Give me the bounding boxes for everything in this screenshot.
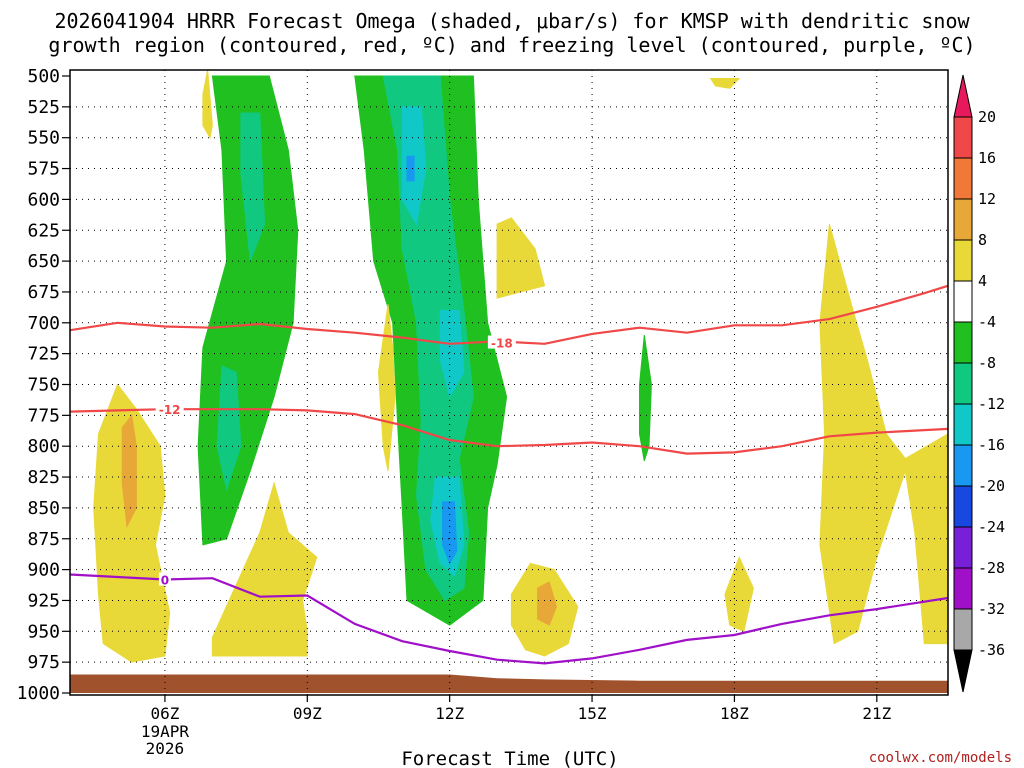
y-tick-label: 550 [27, 128, 60, 149]
omega-pos4-region-20z [819, 223, 948, 645]
colorbar-label: 12 [978, 190, 996, 208]
y-tick-label: 1000 [17, 683, 60, 704]
omega-neg8-band-lower [216, 365, 242, 492]
colorbar-segment [953, 198, 973, 241]
y-tick-label: 600 [27, 189, 60, 210]
y-tick-label: 875 [27, 529, 60, 550]
omega-pos4-blob-18z [724, 556, 754, 633]
omega-neg4-band-16z [639, 335, 652, 462]
x-tick-label: 15Z [578, 704, 607, 723]
colorbar-segment [953, 403, 973, 446]
y-tick-label: 900 [27, 560, 60, 581]
y-tick-label: 800 [27, 436, 60, 457]
x-tick-label: 18Z [720, 704, 749, 723]
y-tick-label: 650 [27, 251, 60, 272]
colorbar-top-triangle [953, 74, 973, 118]
freezing-level-0c-line-label: 0 [161, 573, 169, 587]
colorbar-label: 20 [978, 108, 996, 126]
omega-pos4-blob-10z [377, 304, 396, 471]
contour-label-layer: -18 -12 0 [155, 335, 516, 587]
freezing-level-0c-line [70, 573, 948, 665]
dgz-neg12-line-label: -12 [159, 403, 181, 417]
plot-area [70, 70, 948, 695]
omega-neg16-core-upper [406, 155, 415, 182]
colorbar-segment [953, 485, 973, 528]
colorbar-segment [953, 526, 973, 569]
terrain-fill [70, 674, 948, 693]
y-tick-label: 750 [27, 375, 60, 396]
colorbar-label: 4 [978, 272, 987, 290]
colorbar-segment [953, 444, 973, 487]
terrain-layer [70, 674, 948, 693]
colorbar-label: 8 [978, 231, 987, 249]
colorbar-segment [953, 116, 973, 159]
colorbar-label: -4 [978, 313, 996, 331]
dgz-neg18-line-label: -18 [491, 337, 513, 351]
y-tick-label: 950 [27, 621, 60, 642]
colorbar-segment [953, 321, 973, 364]
colorbar-segment [953, 157, 973, 200]
y-tick-label: 625 [27, 220, 60, 241]
omega-shading-layer [93, 70, 948, 663]
colorbar-label: -36 [978, 641, 1005, 659]
x-tick-label: 06Z [150, 704, 179, 723]
colorbar-label: -24 [978, 518, 1005, 536]
x-axis-title: Forecast Time (UTC) [401, 748, 618, 768]
y-tick-label: 775 [27, 405, 60, 426]
omega-pos8-blob-14z [537, 581, 558, 626]
x-tick-label: 12Z [435, 704, 464, 723]
dgz-neg18-line-label-bg [487, 335, 516, 349]
omega-neg8-band-upper [240, 112, 266, 262]
colorbar-label: -32 [978, 600, 1005, 618]
y-tick-label: 675 [27, 282, 60, 303]
y-tick-label: 725 [27, 344, 60, 365]
x-tick-year: 2026 [146, 739, 185, 758]
contour-layer [70, 284, 948, 665]
y-tick-label: 525 [27, 97, 60, 118]
omega-neg8-band-main [382, 75, 474, 602]
y-tick-label: 500 [27, 66, 60, 87]
freezing-level-0c-line-label-bg [158, 572, 171, 586]
omega-pos4-blob-07z-top [202, 70, 213, 140]
y-tick-label: 850 [27, 498, 60, 519]
credit-text[interactable]: coolwx.com/models [869, 750, 1012, 766]
colorbar-segment [953, 608, 973, 651]
colorbar-label: -8 [978, 354, 996, 372]
colorbar-segment [953, 567, 973, 610]
dgz-neg18-line [70, 284, 948, 345]
omega-pos4-blob-13z-upper [496, 217, 546, 299]
y-tick-label: 700 [27, 313, 60, 334]
y-axis: 500 525 550 575 600 625 650 675 700 725 750 775 800 8… [17, 66, 70, 704]
grid-layer [70, 70, 948, 695]
y-tick-label: 825 [27, 467, 60, 488]
colorbar: 20 16 12 8 4 -4 -8 -12 -16 -20 -24 -28 -32 -36 [953, 74, 1005, 693]
colorbar-label: -28 [978, 559, 1005, 577]
colorbar-segment [953, 362, 973, 405]
chart-title-line1: 2026041904 HRRR Forecast Omega (shaded, … [54, 9, 970, 33]
x-tick-label: 21Z [862, 704, 891, 723]
colorbar-label: -16 [978, 436, 1005, 454]
colorbar-label: 16 [978, 149, 996, 167]
chart-title-line2: growth region (contoured, red, ºC) and f… [48, 33, 975, 57]
y-tick-label: 575 [27, 159, 60, 180]
plot-frame [69, 69, 949, 696]
omega-pos4-blob-18z-top [709, 78, 741, 89]
colorbar-segment [953, 239, 973, 282]
y-tick-label: 975 [27, 652, 60, 673]
colorbar-segment [953, 280, 973, 323]
y-tick-label: 925 [27, 590, 60, 611]
dgz-neg12-line [70, 408, 948, 455]
x-tick-label: 09Z [293, 704, 322, 723]
colorbar-label: -12 [978, 395, 1005, 413]
omega-neg12-band-main-mid [439, 310, 465, 399]
omega-pos4-blob-08z [211, 481, 318, 657]
colorbar-label: -20 [978, 477, 1005, 495]
x-tick-date: 19APR [141, 722, 190, 741]
colorbar-bottom-triangle [953, 649, 973, 693]
dgz-neg12-line-label-bg [155, 402, 184, 416]
